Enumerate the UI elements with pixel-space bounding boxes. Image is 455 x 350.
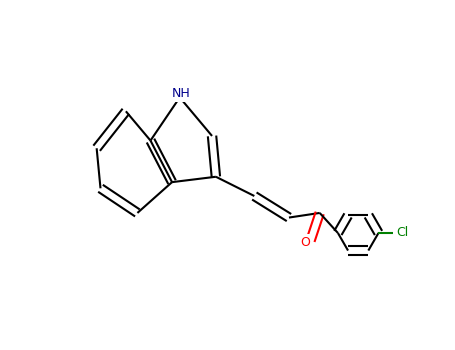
- Text: O: O: [300, 236, 310, 249]
- Text: NH: NH: [172, 87, 191, 100]
- Text: Cl: Cl: [396, 226, 409, 239]
